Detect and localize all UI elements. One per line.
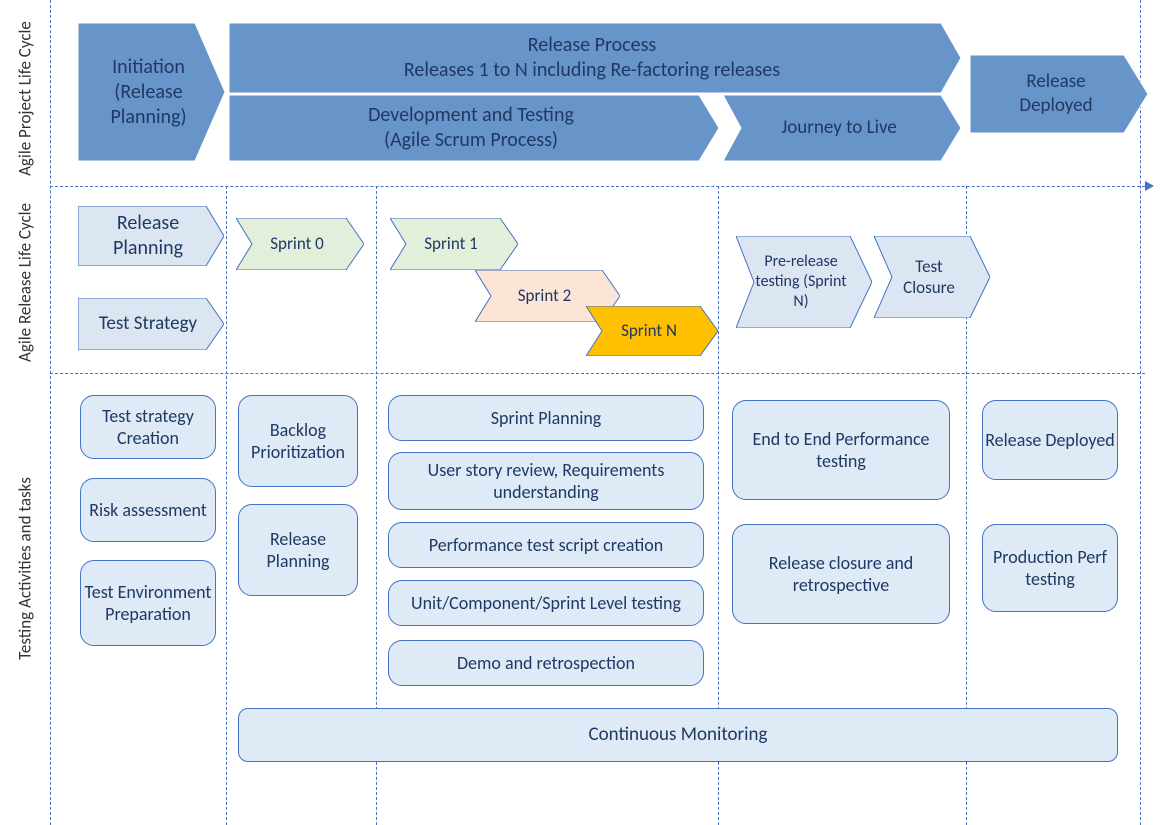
chevron-dev-test: Development and Testing(Agile Scrum Proc… <box>229 95 719 161</box>
chevron-initiation-text: Initiation (Release Planning) <box>78 55 225 130</box>
row-label-3-text: Testing Activities and tasks <box>15 477 36 660</box>
chevron-deployed-text: Release Deployed <box>970 70 1148 118</box>
chevron-sprintn: Sprint N <box>586 306 718 356</box>
chevron-journey: Journey to Live <box>723 95 961 161</box>
chevron-release-process: Release ProcessReleases 1 to N including… <box>229 23 961 93</box>
task-user-story-review: User story review, Requirements understa… <box>388 452 704 510</box>
chevron-sprintn-text: Sprint N <box>603 320 701 341</box>
task-test-env-prep: Test Environment Preparation <box>80 560 216 646</box>
task-risk-assessment: Risk assessment <box>80 478 216 542</box>
vline-1 <box>226 186 227 825</box>
task-e2e-perf: End to End Performance testing <box>732 400 950 500</box>
task-continuous-monitoring: Continuous Monitoring <box>238 708 1118 762</box>
divider-top <box>50 186 1145 187</box>
chevron-release-planning: Release Planning <box>78 206 224 266</box>
chevron-sprint1-text: Sprint 1 <box>406 233 502 254</box>
task-perf-script: Performance test script creation <box>388 522 704 568</box>
chevron-release-planning-text: Release Planning <box>78 211 224 261</box>
divider-mid <box>50 373 1145 374</box>
task-test-strategy-creation: Test strategy Creation <box>80 395 216 459</box>
chevron-initiation: Initiation (Release Planning) <box>78 23 225 161</box>
chevron-test-closure: Test Closure <box>874 236 990 318</box>
chevron-journey-text: Journey to Live <box>763 116 921 140</box>
task-backlog-prioritization: Backlog Prioritization <box>238 395 358 487</box>
row-label-1: Agile Project Life Cycle <box>15 14 36 184</box>
chevron-deployed: Release Deployed <box>970 55 1148 133</box>
task-release-deployed: Release Deployed <box>982 400 1118 480</box>
chevron-dev-test-text: Development and Testing(Agile Scrum Proc… <box>350 103 598 153</box>
task-release-closure: Release closure and retrospective <box>732 524 950 624</box>
chevron-pre-release: Pre-release testing (Sprint N) <box>736 236 872 328</box>
chevron-test-strategy-text: Test Strategy <box>81 312 221 336</box>
chevron-sprint0-text: Sprint 0 <box>252 233 348 254</box>
row-label-2: Agile Release Life Cycle <box>15 203 36 363</box>
chevron-pre-release-text: Pre-release testing (Sprint N) <box>736 252 872 312</box>
vline-0 <box>50 0 51 825</box>
task-demo-retro: Demo and retrospection <box>388 640 704 686</box>
row-label-1-text: Agile Project Life Cycle <box>15 21 36 176</box>
arrow-top <box>1145 181 1154 191</box>
chevron-sprint0: Sprint 0 <box>236 218 364 270</box>
chevron-release-process-text: Release ProcessReleases 1 to N including… <box>386 33 804 83</box>
task-release-planning: Release Planning <box>238 504 358 596</box>
chevron-sprint2-text: Sprint 2 <box>500 285 596 306</box>
task-sprint-planning: Sprint Planning <box>388 395 704 441</box>
row-label-2-text: Agile Release Life Cycle <box>15 203 36 362</box>
row-label-3: Testing Activities and tasks <box>15 454 36 684</box>
task-prod-perf: Production Perf testing <box>982 524 1118 612</box>
task-unit-component: Unit/Component/Sprint Level testing <box>388 580 704 626</box>
chevron-sprint1: Sprint 1 <box>390 218 518 270</box>
chevron-test-closure-text: Test Closure <box>874 256 990 299</box>
chevron-test-strategy: Test Strategy <box>78 298 224 350</box>
